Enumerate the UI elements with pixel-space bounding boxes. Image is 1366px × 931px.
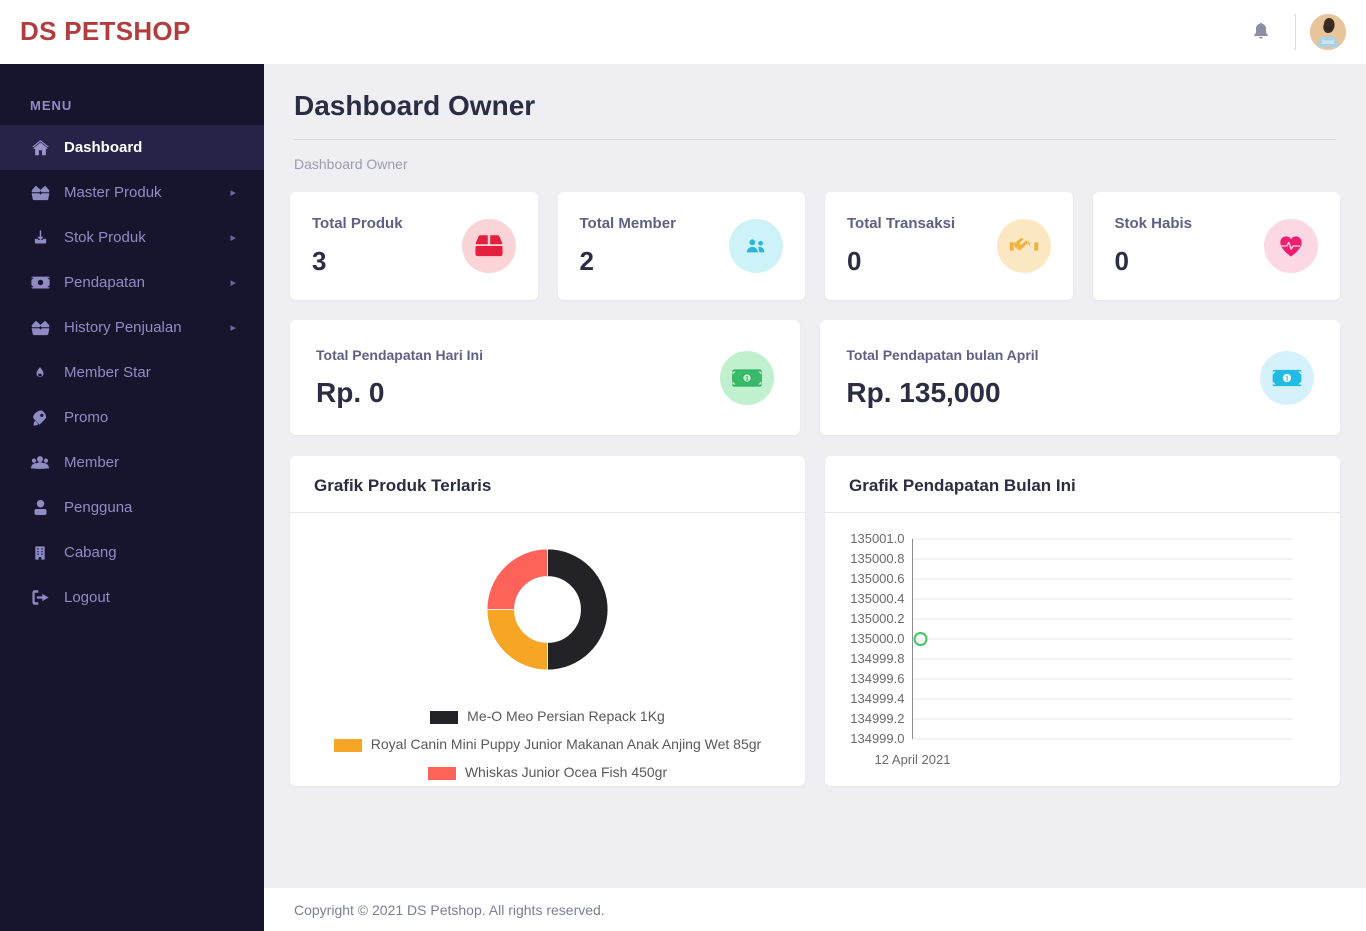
svg-text:135000.8: 135000.8 [850,551,904,566]
svg-text:134999.2: 134999.2 [850,711,904,726]
svg-text:12 April 2021: 12 April 2021 [875,752,951,767]
svg-text:135000.2: 135000.2 [850,611,904,626]
svg-text:135000.4: 135000.4 [850,591,904,606]
svg-text:134999.6: 134999.6 [850,671,904,686]
svg-text:1: 1 [1285,375,1289,382]
svg-text:135000.6: 135000.6 [850,571,904,586]
svg-text:135001.0: 135001.0 [850,531,904,546]
svg-text:1: 1 [746,375,750,382]
svg-text:134999.4: 134999.4 [850,691,904,706]
svg-text:134999.8: 134999.8 [850,651,904,666]
svg-text:135000.0: 135000.0 [850,631,904,646]
svg-text:134999.0: 134999.0 [850,731,904,746]
